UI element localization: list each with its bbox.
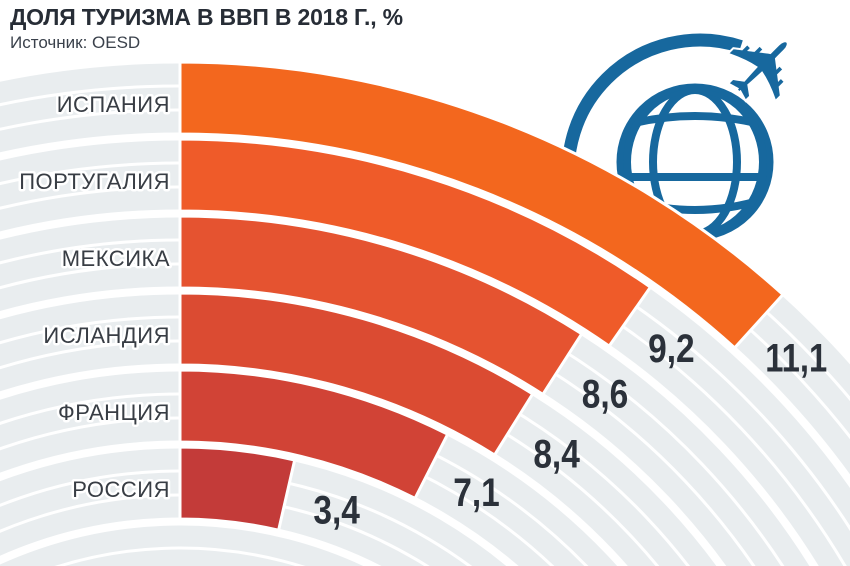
bars [178,60,786,532]
country-label: ФРАНЦИЯ [58,400,170,425]
bar-value-label: 11,1 [765,336,827,380]
background-stripe-arc [0,472,467,566]
radial-bar-1 [178,137,653,349]
chart-source: Источник: OESD [10,33,141,52]
background-stripe-arc [0,395,585,566]
chart-header: ДОЛЯ ТУРИЗМА В ВВП В 2018 Г., % Источник… [10,4,403,53]
background-stripe-arc [0,419,550,566]
country-label: РОССИЯ [72,477,170,502]
bar-value-label: 9,2 [648,327,695,371]
bar-value-label: 3,4 [313,488,360,532]
bar-value-label: 7,1 [453,471,500,515]
country-label: ПОРТУГАЛИЯ [19,169,170,194]
chart-title: ДОЛЯ ТУРИЗМА В ВВП В 2018 Г., % [10,4,403,30]
globe-meridian-wide [623,89,767,235]
background-stripe-arc [0,371,618,566]
bar-value-label: 8,4 [533,433,580,477]
radial-bar-0 [178,60,786,351]
country-label: МЕКСИКА [62,246,170,271]
radial-bar-4 [178,368,450,501]
bar-value-label: 8,6 [582,373,629,417]
globe-latitude-upper [622,112,768,130]
radial-bar-5 [178,445,297,532]
country-label: ИСЛАНДИЯ [43,323,170,348]
background-stripe-arc [0,525,364,566]
country-label: ИСПАНИЯ [57,92,170,117]
background-stripe-arc [0,496,425,566]
background-stripe-arc [0,448,507,566]
radial-bar-2 [178,214,584,397]
radial-bar-3 [178,291,535,458]
labels: 11,1 ИСПАНИЯ 9,2 ПОРТУГАЛИЯ 8,6 МЕКСИКА 8,4 ИСЛ… [17,90,828,533]
